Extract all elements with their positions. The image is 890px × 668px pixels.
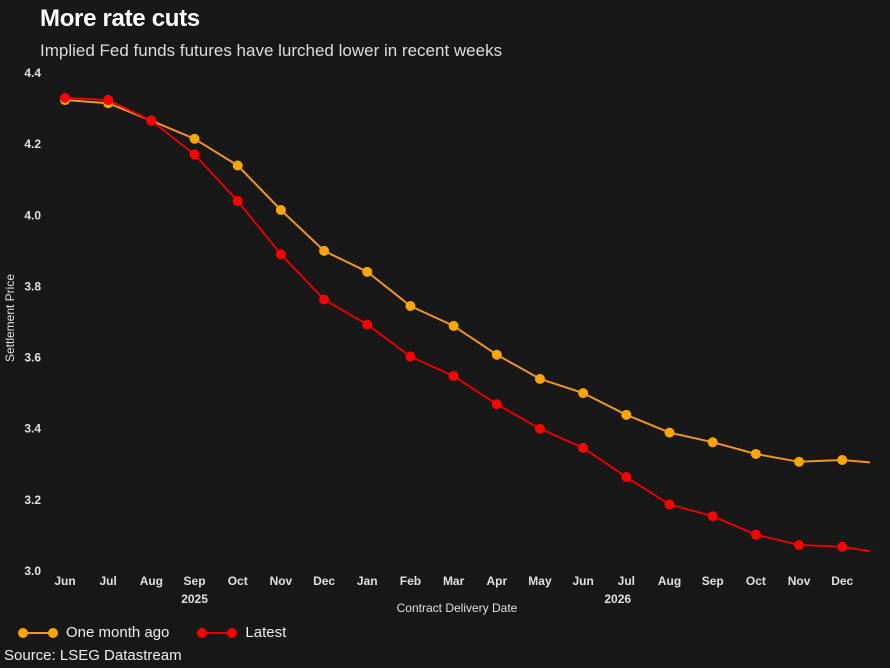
x-tick-label: Nov <box>788 574 811 588</box>
legend-label-latest: Latest <box>245 624 287 641</box>
y-axis-title: Settlement Price <box>3 274 17 362</box>
y-tick-label: 3.4 <box>24 422 41 436</box>
y-tick-label: 4.0 <box>24 208 41 222</box>
data-point[interactable] <box>664 427 675 438</box>
data-point[interactable] <box>491 399 502 410</box>
x-year-label: 2026 <box>604 592 631 606</box>
x-tick-label: Apr <box>486 574 507 588</box>
x-tick-label: Jan <box>357 574 378 588</box>
data-point[interactable] <box>621 472 632 483</box>
data-point[interactable] <box>664 499 675 510</box>
x-tick-label: Aug <box>658 574 681 588</box>
x-tick-label: Dec <box>831 574 853 588</box>
source-note: Source: LSEG Datastream <box>4 647 182 664</box>
x-tick-label: Jun <box>572 574 593 588</box>
y-tick-label: 3.0 <box>24 564 41 578</box>
series-line <box>64 96 870 553</box>
legend-item-one-month-ago[interactable]: One month ago <box>16 624 169 641</box>
x-tick-label: Sep <box>184 574 206 588</box>
x-tick-label: Jul <box>100 574 117 588</box>
data-point[interactable] <box>232 160 243 171</box>
x-tick-label: Dec <box>313 574 335 588</box>
series-layer <box>60 92 870 553</box>
data-point[interactable] <box>578 442 589 453</box>
data-point[interactable] <box>750 448 761 459</box>
legend-label-one-month-ago: One month ago <box>66 624 170 641</box>
y-tick-label: 4.2 <box>24 137 41 151</box>
data-point[interactable] <box>491 349 502 360</box>
x-tick-label: Feb <box>400 574 421 588</box>
data-point[interactable] <box>794 456 805 467</box>
legend-item-latest[interactable]: Latest <box>195 624 286 641</box>
x-tick-label: Nov <box>270 574 293 588</box>
data-point[interactable] <box>621 409 632 420</box>
data-point[interactable] <box>534 423 545 434</box>
data-point[interactable] <box>60 92 70 103</box>
data-point[interactable] <box>232 196 243 207</box>
y-tick-label: 3.8 <box>24 279 41 293</box>
x-tick-label: Mar <box>443 574 465 588</box>
x-tick-label: Sep <box>702 574 724 588</box>
x-tick-label: Oct <box>228 574 248 588</box>
data-point[interactable] <box>362 319 373 330</box>
data-point[interactable] <box>362 266 373 277</box>
legend: One month ago Latest <box>16 624 286 641</box>
data-point[interactable] <box>146 115 157 126</box>
legend-swatch-red-icon <box>197 627 238 638</box>
series-line <box>64 99 870 464</box>
chart-title: More rate cuts <box>40 5 200 32</box>
y-tick-label: 4.4 <box>24 66 41 80</box>
data-point[interactable] <box>319 294 330 305</box>
data-point[interactable] <box>794 540 805 551</box>
y-axis: 3.0 3.2 3.4 3.6 3.8 4.0 4.2 4.4 <box>24 66 41 578</box>
y-tick-label: 3.6 <box>24 351 41 365</box>
data-point[interactable] <box>534 373 545 384</box>
data-point[interactable] <box>837 541 848 552</box>
data-point[interactable] <box>405 351 416 362</box>
data-point[interactable] <box>275 204 286 215</box>
x-year-label: 2025 <box>181 592 208 606</box>
data-point[interactable] <box>189 149 200 160</box>
series-one-month-ago <box>60 95 870 467</box>
x-tick-label: Jul <box>618 574 635 588</box>
data-point[interactable] <box>448 371 459 382</box>
data-point[interactable] <box>319 245 330 256</box>
data-point[interactable] <box>189 133 200 144</box>
legend-swatch-orange-icon <box>18 627 58 638</box>
data-point[interactable] <box>448 320 459 331</box>
data-point[interactable] <box>578 388 589 399</box>
x-tick-label: Jun <box>54 574 75 588</box>
y-tick-label: 3.2 <box>24 493 41 507</box>
x-axis-title: Contract Delivery Date <box>397 601 518 615</box>
data-point[interactable] <box>750 529 761 540</box>
data-point[interactable] <box>707 437 718 448</box>
x-tick-label: Oct <box>746 574 766 588</box>
x-axis: Jun Jul Aug Sep Oct Nov Dec Jan Feb Mar Apr May Jun J… <box>54 574 853 606</box>
data-point[interactable] <box>275 249 286 260</box>
data-point[interactable] <box>405 300 416 311</box>
x-tick-label: Aug <box>140 574 163 588</box>
series-latest <box>60 92 870 553</box>
chart-subtitle: Implied Fed funds futures have lurched l… <box>40 41 503 60</box>
data-point[interactable] <box>707 511 718 522</box>
data-point[interactable] <box>837 455 848 466</box>
x-tick-label: May <box>528 574 552 588</box>
data-point[interactable] <box>103 95 114 106</box>
